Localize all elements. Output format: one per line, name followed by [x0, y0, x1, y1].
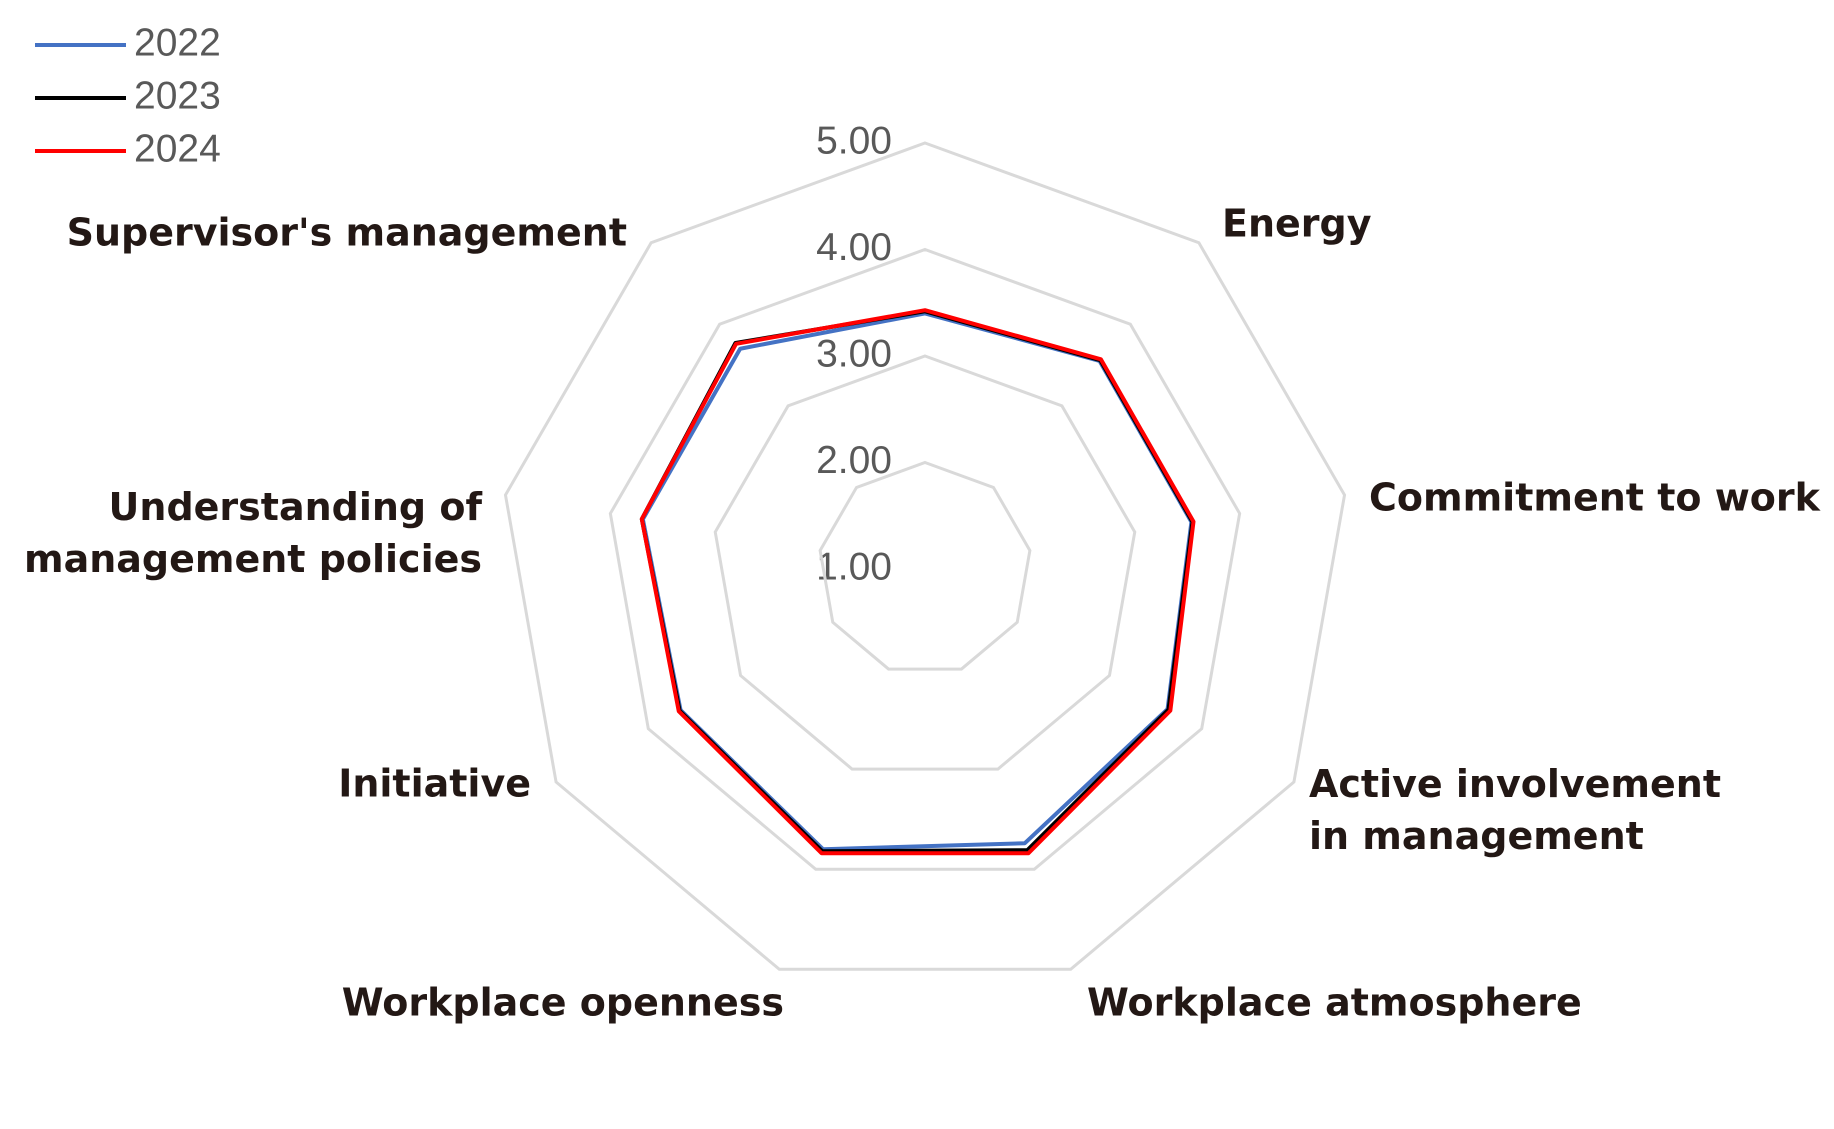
category-label: Workplace openness	[342, 981, 784, 1025]
tick-label: 1.00	[816, 545, 892, 588]
category-label: Energy	[1222, 202, 1372, 246]
category-label: Supervisor's management	[67, 211, 627, 255]
category-label: Active involvement in management	[1309, 762, 1721, 858]
grid-ring	[503, 141, 1347, 971]
grid-ring	[713, 354, 1137, 771]
category-label: Understanding of management policies	[24, 485, 482, 581]
grid-ring	[818, 460, 1032, 671]
category-label: Initiative	[338, 762, 531, 806]
legend-label: 2022	[134, 21, 221, 64]
series-line	[639, 308, 1196, 856]
legend-label: 2024	[134, 127, 221, 170]
legend-label: 2023	[134, 74, 221, 117]
category-label: Commitment to work	[1369, 476, 1821, 520]
tick-label: 2.00	[816, 439, 892, 482]
tick-label: 3.00	[816, 332, 892, 375]
tick-label: 4.00	[816, 226, 892, 269]
tick-label: 5.00	[816, 119, 892, 162]
grid-ring	[608, 247, 1242, 871]
category-label: Workplace atmosphere	[1087, 981, 1582, 1025]
